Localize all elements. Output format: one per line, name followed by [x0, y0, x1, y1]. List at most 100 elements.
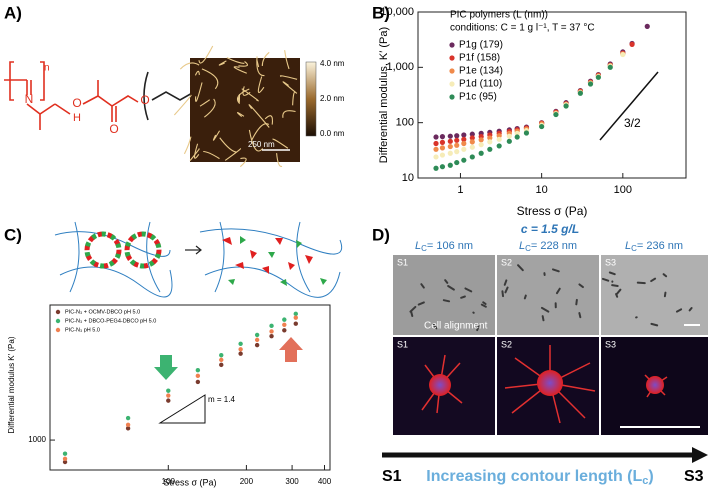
cell — [501, 290, 505, 298]
data-point — [269, 333, 274, 339]
data-point — [478, 150, 484, 156]
data-point — [447, 143, 453, 150]
data-point — [447, 133, 453, 139]
cell — [540, 306, 550, 313]
y-tick-label: 10,000 — [380, 6, 414, 18]
cell — [447, 285, 455, 291]
atom-label: O — [109, 122, 118, 136]
atom-label: n — [44, 63, 50, 74]
cell — [444, 279, 449, 284]
value: = 106 nm — [427, 240, 473, 252]
fibre — [237, 111, 245, 117]
fibre — [194, 70, 200, 76]
data-point — [254, 337, 260, 343]
image-label: S2 — [501, 257, 512, 267]
fibre — [233, 66, 247, 74]
data-point — [254, 332, 260, 338]
y-tick-label: 10 — [402, 172, 414, 184]
data-point — [523, 130, 530, 136]
data-point — [433, 140, 439, 147]
micrographs — [393, 255, 708, 435]
data-point — [219, 352, 224, 358]
legend-marker — [449, 94, 455, 100]
fibre — [272, 138, 289, 149]
contour-label: LC= 236 nm — [625, 240, 683, 253]
data-point — [254, 342, 260, 348]
data-point — [238, 351, 243, 356]
data-point — [125, 422, 131, 427]
data-point — [563, 103, 569, 109]
data-point — [293, 311, 298, 317]
cell — [650, 322, 659, 327]
legend-label: P1g (179) — [459, 40, 503, 51]
legend-marker — [449, 55, 455, 61]
data-point — [461, 136, 467, 142]
data-point — [454, 142, 460, 148]
data-point — [447, 162, 453, 168]
fibre — [198, 45, 214, 64]
data-point — [195, 373, 201, 379]
legend-label: P1e (134) — [459, 66, 503, 77]
legend-marker — [55, 318, 61, 324]
fibre — [256, 56, 265, 77]
panel-label: B) — [372, 3, 390, 22]
legend-marker — [449, 68, 455, 74]
data-point — [125, 415, 131, 421]
cell — [442, 299, 451, 303]
data-point — [469, 131, 475, 137]
x-tick-label: 1 — [457, 184, 463, 196]
legend-label: PIC-N₃ + DBCO-PEG4-DBCO pH 5.0 — [65, 318, 156, 324]
cell — [663, 291, 667, 298]
fibre — [238, 61, 249, 67]
x-axis-label: Stress σ (Pa) — [517, 204, 588, 218]
data-point — [461, 146, 467, 152]
data-point — [496, 133, 502, 139]
cell — [675, 308, 683, 313]
fibre — [276, 153, 283, 167]
panel-label: C) — [4, 225, 22, 244]
x-axis-label: Stress σ (Pa) — [163, 477, 216, 487]
data-point — [461, 132, 467, 138]
data-point — [219, 362, 224, 368]
chemical-structure — [4, 61, 203, 130]
value: = 228 nm — [531, 240, 577, 252]
data-point — [539, 123, 545, 130]
data-point — [447, 150, 453, 156]
data-point — [587, 81, 594, 87]
fibre — [251, 123, 270, 140]
legend-marker — [449, 81, 455, 87]
schematic — [54, 221, 342, 298]
legend-label: PIC-N₃ pH 5.0 — [65, 327, 100, 333]
cell — [410, 310, 414, 317]
annotation: 3/2 — [624, 116, 641, 130]
data-point — [166, 393, 171, 398]
scale-bar-label: 250 nm — [248, 140, 275, 149]
data-point — [461, 157, 467, 163]
released-fragments — [222, 236, 327, 286]
data-point — [454, 148, 460, 155]
fibre — [199, 99, 210, 107]
concentration-label: c = 1.5 g/L — [521, 222, 579, 236]
cell — [662, 273, 668, 278]
data-point — [644, 23, 650, 29]
data-point — [433, 146, 439, 152]
fibre — [173, 94, 192, 116]
fibre — [201, 68, 219, 90]
fibre — [248, 129, 264, 152]
x-tick-label: 200 — [240, 477, 254, 486]
data-point — [439, 145, 446, 151]
arrow-text: Increasing contour length (Lc) — [426, 468, 653, 487]
legend-label: P1d (110) — [459, 79, 502, 90]
afm-fibres — [173, 45, 298, 168]
text: ) — [648, 468, 653, 485]
cell — [601, 277, 610, 282]
fibre — [204, 98, 216, 118]
x-tick-label: 100 — [614, 184, 632, 196]
data-point — [506, 138, 512, 144]
fibre — [224, 148, 242, 161]
contour-label: LC= 106 nm — [415, 240, 473, 253]
data-point — [461, 140, 467, 147]
data-point — [487, 139, 493, 145]
fibre — [282, 81, 298, 94]
